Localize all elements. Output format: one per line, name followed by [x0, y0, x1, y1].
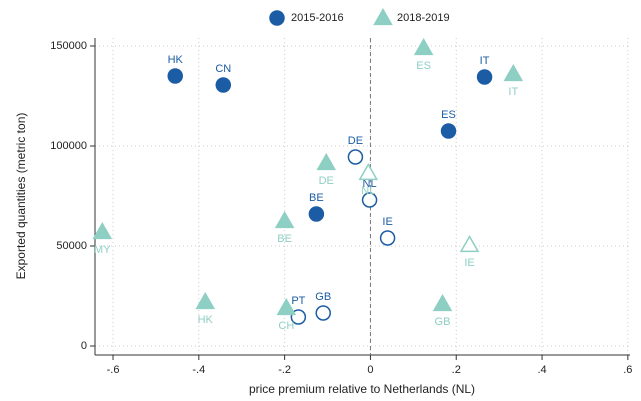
point	[276, 297, 297, 316]
point-label: DE	[319, 175, 334, 187]
x-tick-label: .6	[623, 364, 632, 376]
legend-marker	[373, 7, 393, 26]
point-label: HK	[198, 314, 214, 326]
point	[440, 123, 457, 139]
x-tick-label: 0	[367, 364, 373, 376]
point	[92, 221, 113, 240]
x-tick-label: .4	[537, 364, 546, 376]
point-label: CN	[215, 63, 231, 75]
y-tick-label: 0	[81, 340, 87, 352]
y-tick-label: 50000	[56, 240, 87, 252]
point-label: CH	[278, 320, 294, 332]
x-tick-label: -.4	[192, 364, 205, 376]
point	[358, 162, 379, 181]
point-label: IE	[382, 216, 392, 228]
point	[274, 210, 295, 229]
point-label: HK	[168, 54, 184, 66]
y-axis-label: Exported quantities (metric ton)	[14, 113, 28, 280]
point-label: GB	[315, 291, 331, 303]
point-label: BE	[277, 233, 292, 245]
x-axis-label: price premium relative to Netherlands (N…	[249, 382, 475, 396]
point	[459, 234, 480, 253]
x-tick-label: -.6	[107, 364, 120, 376]
x-tick-label: -.2	[278, 364, 291, 376]
point	[167, 68, 183, 84]
point-label: MY	[94, 244, 111, 256]
point-label: ES	[416, 60, 431, 72]
legend-marker	[269, 10, 285, 26]
point	[316, 152, 337, 171]
point-label: ES	[441, 109, 456, 121]
point-label: DE	[348, 135, 363, 147]
point-label: GB	[435, 316, 451, 328]
point-label: PT	[291, 295, 305, 307]
point	[315, 305, 331, 321]
point	[308, 206, 325, 222]
point	[379, 230, 396, 246]
legend-label: 2018-2019	[397, 12, 450, 24]
legend-label: 2015-2016	[291, 12, 344, 24]
point	[432, 293, 453, 312]
point	[347, 149, 364, 165]
y-tick-label: 100000	[50, 140, 87, 152]
point-label: BE	[309, 192, 324, 204]
point	[413, 37, 434, 56]
point	[503, 63, 524, 82]
point-label: NL	[361, 185, 375, 197]
point-label: IT	[480, 55, 490, 67]
y-tick-label: 150000	[50, 40, 87, 52]
point-label: NL	[363, 178, 377, 190]
point	[361, 192, 378, 208]
point	[215, 77, 232, 93]
x-tick-label: .2	[452, 364, 461, 376]
point-label: IE	[464, 257, 474, 269]
point	[195, 291, 216, 310]
point-label: IT	[508, 86, 518, 98]
point	[476, 69, 493, 85]
